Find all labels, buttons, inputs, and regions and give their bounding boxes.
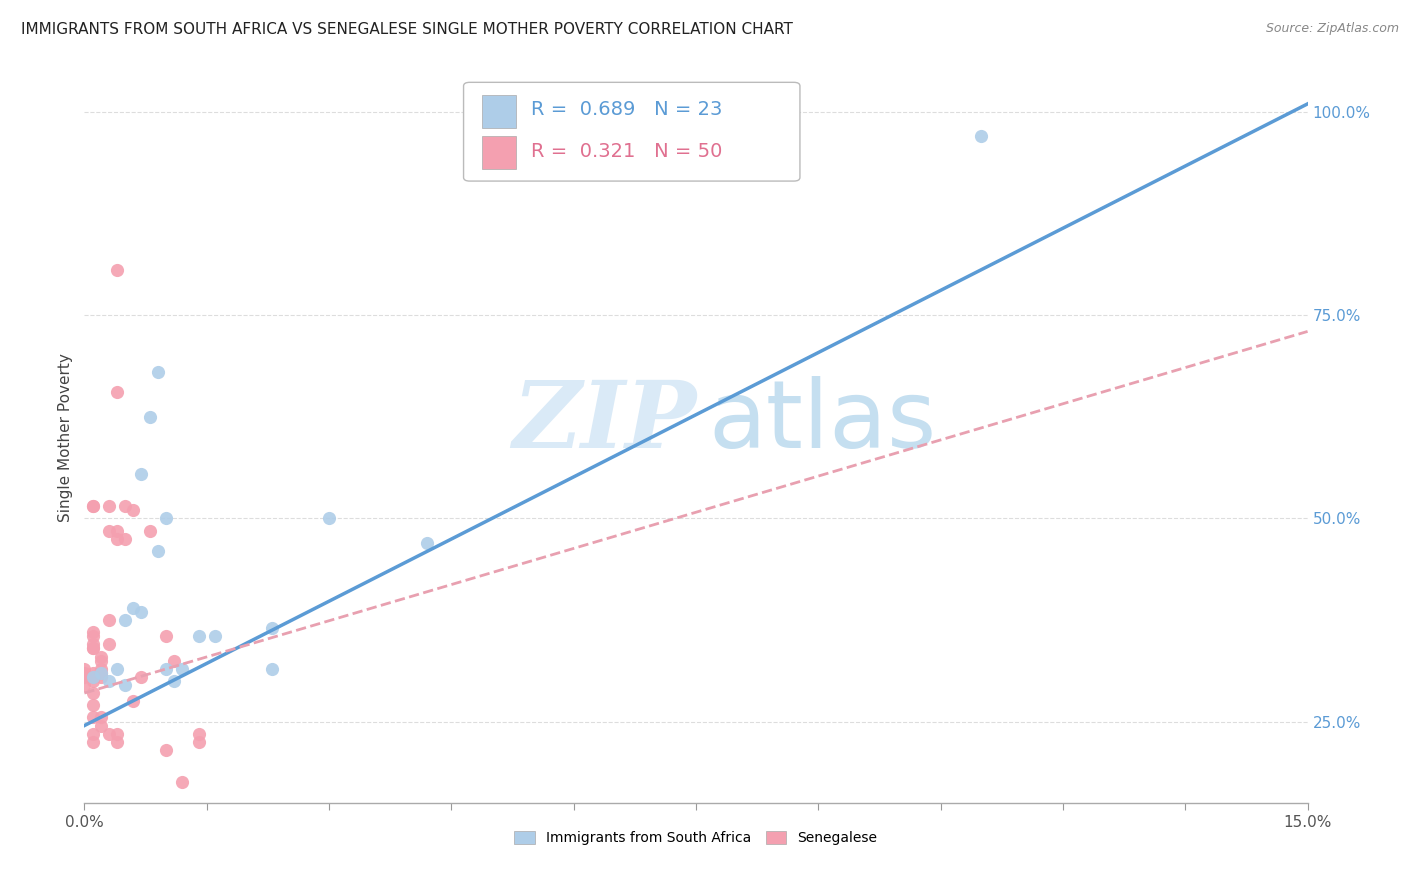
Text: atlas: atlas xyxy=(709,376,936,468)
Point xyxy=(97,673,120,688)
Point xyxy=(131,670,153,684)
Point xyxy=(163,654,186,668)
Point xyxy=(146,544,169,558)
Point xyxy=(155,662,177,676)
Point xyxy=(82,735,104,749)
Point xyxy=(105,524,128,538)
Point xyxy=(90,670,112,684)
Point xyxy=(90,710,112,724)
Point xyxy=(970,129,993,144)
Legend: Immigrants from South Africa, Senegalese: Immigrants from South Africa, Senegalese xyxy=(509,826,883,851)
Point xyxy=(105,263,128,277)
Point xyxy=(105,532,128,546)
Point xyxy=(155,511,177,525)
Point xyxy=(82,629,104,643)
Point xyxy=(163,673,186,688)
Point xyxy=(82,670,104,684)
Text: IMMIGRANTS FROM SOUTH AFRICA VS SENEGALESE SINGLE MOTHER POVERTY CORRELATION CHA: IMMIGRANTS FROM SOUTH AFRICA VS SENEGALE… xyxy=(21,22,793,37)
Point xyxy=(97,727,120,741)
Point xyxy=(105,735,128,749)
Point xyxy=(82,665,104,680)
Point xyxy=(105,385,128,400)
Y-axis label: Single Mother Poverty: Single Mother Poverty xyxy=(58,352,73,522)
Bar xyxy=(482,136,516,169)
Text: R =  0.321   N = 50: R = 0.321 N = 50 xyxy=(531,143,723,161)
Point xyxy=(122,600,145,615)
Text: ZIP: ZIP xyxy=(512,377,696,467)
Point xyxy=(114,532,136,546)
Point xyxy=(82,637,104,651)
Point xyxy=(82,641,104,656)
Point xyxy=(82,641,104,656)
Point xyxy=(260,621,283,635)
Point xyxy=(82,670,104,684)
Point xyxy=(97,613,120,627)
Point xyxy=(73,662,96,676)
Text: Source: ZipAtlas.com: Source: ZipAtlas.com xyxy=(1265,22,1399,36)
Point xyxy=(82,710,104,724)
Point xyxy=(260,662,283,676)
Point xyxy=(114,499,136,513)
Point xyxy=(172,662,194,676)
Point xyxy=(73,665,96,680)
Point xyxy=(416,535,439,549)
Point xyxy=(187,727,209,741)
Point xyxy=(138,409,160,424)
Point xyxy=(187,629,209,643)
Point xyxy=(90,665,112,680)
Point xyxy=(97,637,120,651)
Point xyxy=(155,743,177,757)
Point xyxy=(82,499,104,513)
Text: R =  0.689   N = 23: R = 0.689 N = 23 xyxy=(531,100,723,119)
Point xyxy=(105,662,128,676)
Point xyxy=(73,670,96,684)
Point xyxy=(204,629,226,643)
Point xyxy=(155,629,177,643)
Point xyxy=(82,727,104,741)
Point xyxy=(97,524,120,538)
Point xyxy=(187,735,209,749)
Point xyxy=(131,467,153,481)
Point xyxy=(82,499,104,513)
Point xyxy=(318,511,340,525)
Point xyxy=(82,686,104,700)
Point xyxy=(90,718,112,732)
Bar xyxy=(482,95,516,128)
Point xyxy=(105,727,128,741)
Point xyxy=(82,625,104,640)
Point xyxy=(97,499,120,513)
Point xyxy=(114,613,136,627)
Point xyxy=(82,673,104,688)
Point xyxy=(122,694,145,708)
Point xyxy=(172,775,194,789)
Point xyxy=(90,649,112,664)
FancyBboxPatch shape xyxy=(464,82,800,181)
Point xyxy=(90,654,112,668)
Point xyxy=(90,665,112,680)
Point xyxy=(131,605,153,619)
Point xyxy=(146,365,169,379)
Point xyxy=(114,678,136,692)
Point xyxy=(73,678,96,692)
Point xyxy=(122,503,145,517)
Point xyxy=(90,662,112,676)
Point xyxy=(82,698,104,713)
Point xyxy=(82,670,104,684)
Point xyxy=(138,524,160,538)
